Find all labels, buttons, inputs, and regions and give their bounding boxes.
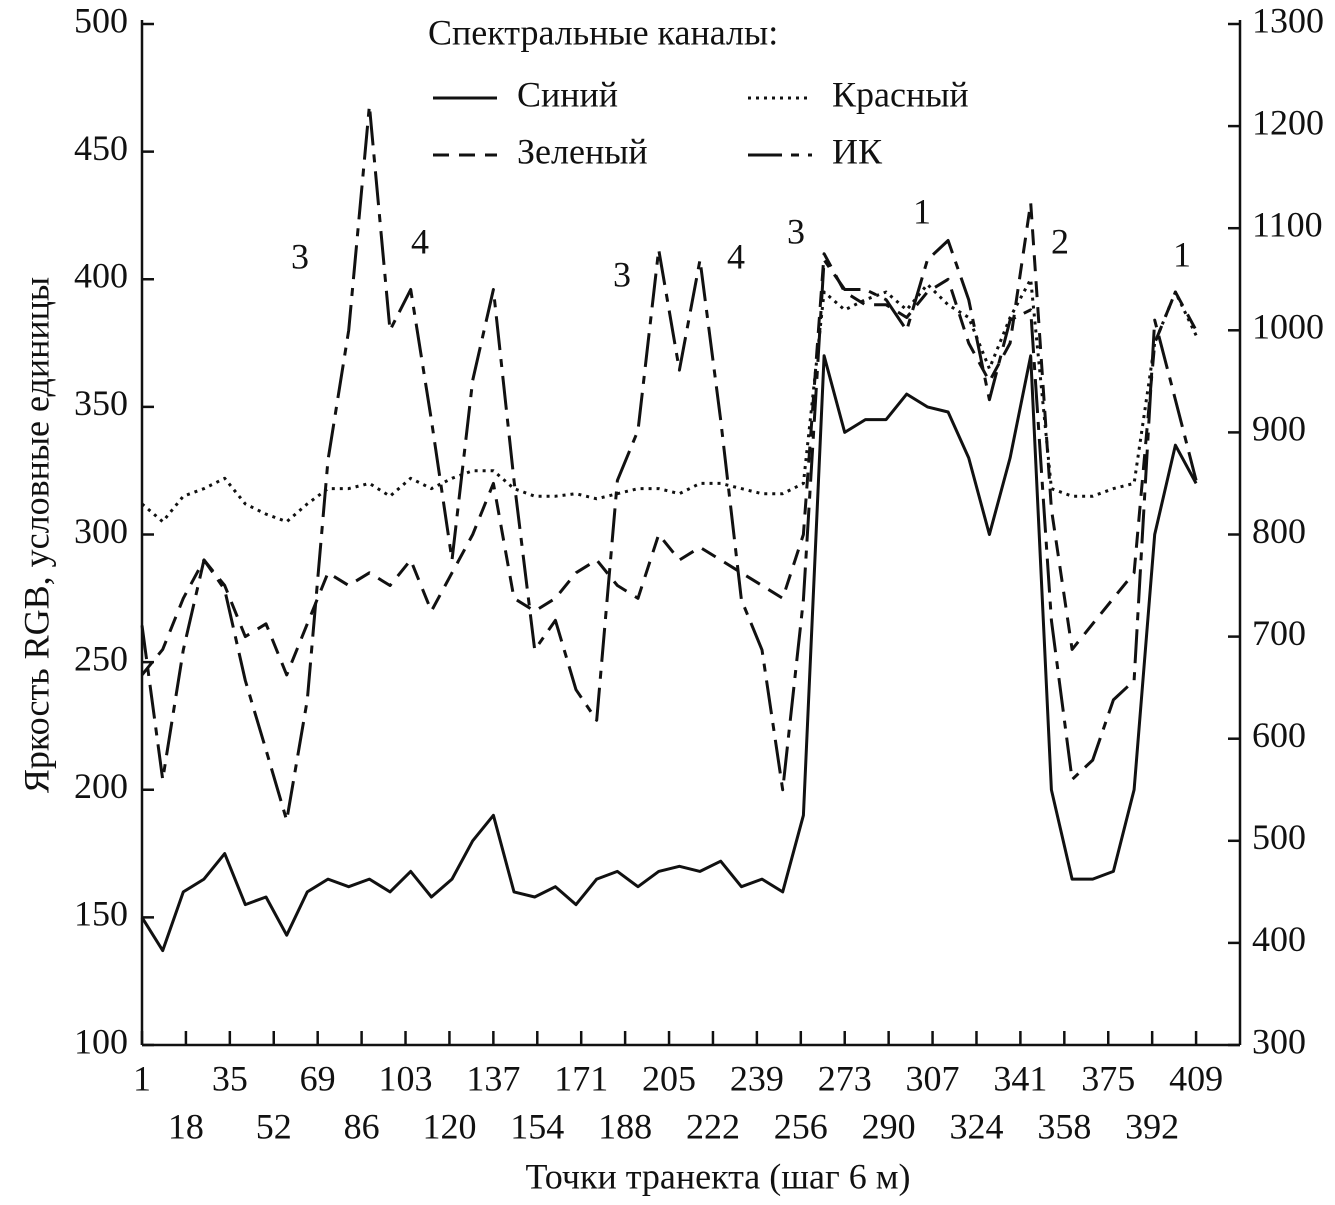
x-tick-label: 120 bbox=[422, 1106, 476, 1146]
x-tick-label: 137 bbox=[466, 1058, 520, 1098]
x-tick-label: 307 bbox=[906, 1058, 960, 1098]
legend-label: ИК bbox=[832, 131, 883, 171]
x-tick-label: 409 bbox=[1169, 1058, 1223, 1098]
annotation: 1 bbox=[913, 191, 931, 231]
x-tick-label: 154 bbox=[510, 1106, 564, 1146]
annotation: 3 bbox=[787, 211, 805, 251]
series-line bbox=[140, 354, 1198, 953]
x-tick-label: 35 bbox=[212, 1058, 248, 1098]
y2-tick-label: 1000 bbox=[1252, 307, 1324, 347]
legend-label: Синий bbox=[517, 74, 618, 114]
y-tick-label: 500 bbox=[74, 0, 128, 40]
y-axis-label: Яркость RGB, условные единицы bbox=[16, 277, 56, 793]
y-tick-label: 250 bbox=[74, 638, 128, 678]
x-axis-label: Точки транекта (шаг 6 м) bbox=[526, 1156, 911, 1196]
x-tick-label: 341 bbox=[993, 1058, 1047, 1098]
y2-tick-label: 900 bbox=[1252, 409, 1306, 449]
annotation: 2 bbox=[1051, 221, 1069, 261]
y2-tick-label: 500 bbox=[1252, 817, 1306, 857]
y-tick-label: 350 bbox=[74, 383, 128, 423]
y2-tick-label: 1300 bbox=[1252, 0, 1324, 40]
x-tick-label: 324 bbox=[949, 1106, 1003, 1146]
x-tick-label: 103 bbox=[379, 1058, 433, 1098]
annotation: 3 bbox=[613, 254, 631, 294]
x-tick-label: 86 bbox=[344, 1106, 380, 1146]
legend-label: Красный bbox=[832, 74, 969, 114]
x-tick-label: 239 bbox=[730, 1058, 784, 1098]
y-tick-label: 300 bbox=[74, 511, 128, 551]
x-tick-label: 222 bbox=[686, 1106, 740, 1146]
x-tick-label: 69 bbox=[300, 1058, 336, 1098]
x-tick-label: 256 bbox=[774, 1106, 828, 1146]
x-tick-label: 375 bbox=[1081, 1058, 1135, 1098]
y-tick-label: 200 bbox=[74, 766, 128, 806]
x-tick-label: 171 bbox=[554, 1058, 608, 1098]
annotation: 1 bbox=[1173, 234, 1191, 274]
y2-tick-label: 800 bbox=[1252, 511, 1306, 551]
y2-tick-label: 600 bbox=[1252, 715, 1306, 755]
x-tick-label: 1 bbox=[133, 1058, 151, 1098]
y2-tick-label: 1200 bbox=[1252, 102, 1324, 142]
y2-tick-label: 400 bbox=[1252, 919, 1306, 959]
y-tick-label: 150 bbox=[74, 894, 128, 934]
legend-label: Зеленый bbox=[517, 131, 648, 171]
y2-tick-label: 300 bbox=[1252, 1021, 1306, 1061]
y2-tick-label: 1100 bbox=[1252, 204, 1323, 244]
series-line bbox=[140, 201, 1198, 677]
y-tick-label: 100 bbox=[74, 1021, 128, 1061]
series-line bbox=[140, 104, 1198, 822]
x-tick-label: 392 bbox=[1125, 1106, 1179, 1146]
x-tick-label: 52 bbox=[256, 1106, 292, 1146]
x-tick-label: 290 bbox=[862, 1106, 916, 1146]
x-tick-label: 205 bbox=[642, 1058, 696, 1098]
annotation: 4 bbox=[727, 236, 745, 276]
annotation: 4 bbox=[411, 221, 429, 261]
x-tick-label: 273 bbox=[818, 1058, 872, 1098]
x-tick-label: 18 bbox=[168, 1106, 204, 1146]
y-tick-label: 450 bbox=[74, 128, 128, 168]
x-tick-label: 188 bbox=[598, 1106, 652, 1146]
annotation: 3 bbox=[291, 236, 309, 276]
legend-title: Спектральные каналы: bbox=[428, 12, 778, 52]
y2-tick-label: 700 bbox=[1252, 613, 1306, 653]
x-tick-label: 358 bbox=[1037, 1106, 1091, 1146]
y-tick-label: 400 bbox=[74, 256, 128, 296]
